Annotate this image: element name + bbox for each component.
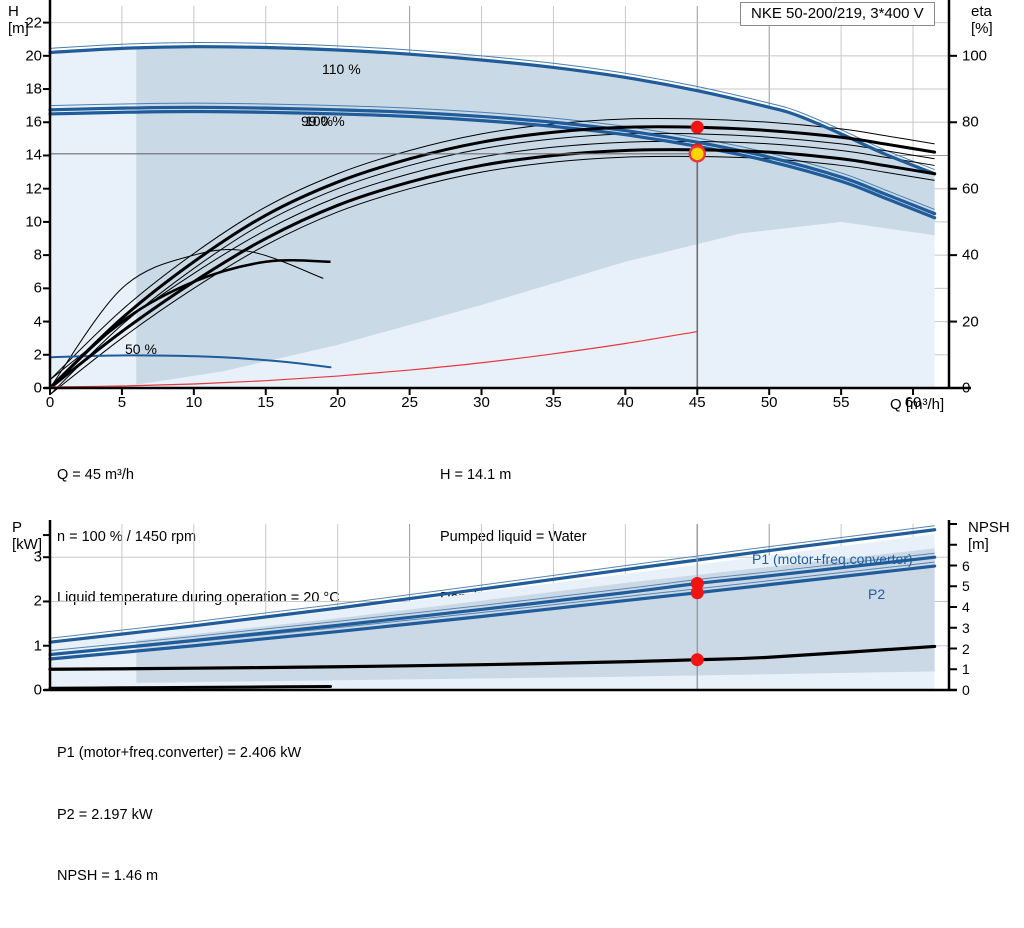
top-y-left-tick-20: 20 <box>25 47 42 65</box>
top-y-left-tick-22: 22 <box>25 14 42 32</box>
bottom-y-left-tick-1: 1 <box>33 637 42 655</box>
power-info-line-0: P1 (motor+freq.converter) = 2.406 kW <box>57 745 302 761</box>
pump-curve-page: H [m] eta [%] Q [m³/h] NKE 50-200/219, 3… <box>8 0 1010 884</box>
top-y-right-tick-100: 100 <box>962 47 988 65</box>
top-x-tick-20: 20 <box>329 394 347 411</box>
curve-label-99: 99 % <box>301 113 333 129</box>
top-y-left-tick-18: 18 <box>25 80 42 98</box>
top-y-left-tick-12: 12 <box>25 180 42 198</box>
top-x-tick-45: 45 <box>688 394 706 411</box>
duty-info-left-line-0: Q = 45 m³/h <box>57 467 134 483</box>
bottom-chart-y-right-title: NPSH [m] <box>968 519 1010 553</box>
top-x-tick-25: 25 <box>401 394 418 411</box>
bottom-y-right-tick-5: 5 <box>962 578 970 595</box>
top-x-tick-5: 5 <box>117 394 127 411</box>
bottom-y-left-tick-2: 2 <box>33 592 42 610</box>
top-chart-y-right-title: eta [%] <box>971 3 993 37</box>
top-chart-x-title: Q [m³/h] <box>890 396 945 413</box>
top-x-tick-40: 40 <box>617 394 634 411</box>
bottom-y-right-tick-3: 3 <box>962 619 970 636</box>
bottom-chart-y-left-title: P [kW] <box>12 519 42 553</box>
duty-info-right-line-1: Pumped liquid = Water <box>440 528 587 545</box>
top-y-left-tick-2: 2 <box>33 346 42 364</box>
top-x-tick-30: 30 <box>473 394 490 411</box>
bottom-y-right-tick-0: 0 <box>962 682 970 698</box>
top-y-left-tick-4: 4 <box>33 313 42 331</box>
top-x-tick-15: 15 <box>257 394 275 411</box>
top-y-left-tick-10: 10 <box>25 213 42 231</box>
top-y-right-tick-60: 60 <box>962 180 979 198</box>
top-x-tick-10: 10 <box>185 394 203 411</box>
curve-label-110: 110 % <box>322 61 361 77</box>
top-x-tick-50: 50 <box>760 394 778 411</box>
power-info-line-1: P2 = 2.197 kW <box>57 806 153 823</box>
top-y-right-tick-0: 0 <box>962 379 971 397</box>
top-y-right-tick-40: 40 <box>962 246 979 264</box>
power-info-line-2: NPSH = 1.46 m <box>57 868 159 884</box>
bottom-y-right-tick-2: 2 <box>962 640 970 657</box>
series-label-p2: P2 <box>868 586 886 602</box>
bottom-y-right-tick-4: 4 <box>962 599 970 615</box>
pump-title-box: NKE 50-200/219, 3*400 V <box>740 2 935 26</box>
bottom-y-right-tick-6: 6 <box>962 557 970 574</box>
top-y-left-tick-8: 8 <box>33 246 42 264</box>
bottom-y-left-tick-3: 3 <box>33 548 42 566</box>
curve-label-100: 100 % <box>305 113 345 129</box>
bottom-y-right-tick-1: 1 <box>962 661 970 678</box>
bottom-y-left-tick-0: 0 <box>33 681 42 699</box>
top-y-left-tick-14: 14 <box>25 146 42 164</box>
power-info: P1 (motor+freq.converter) = 2.406 kW P2 … <box>57 702 301 928</box>
top-y-left-tick-6: 6 <box>33 279 42 297</box>
top-x-tick-60: 60 <box>904 394 922 411</box>
duty-info-left-line-2: Liquid temperature during operation = 20… <box>57 590 340 606</box>
top-y-left-tick-16: 16 <box>25 113 42 131</box>
duty-info-right-line-0: H = 14.1 m <box>440 467 512 483</box>
top-y-right-tick-80: 80 <box>962 113 979 131</box>
top-y-left-tick-0: 0 <box>33 379 42 397</box>
curve-label-50: 50 % <box>125 341 157 357</box>
series-label-p1: P1 (motor+freq.converter) <box>752 551 913 567</box>
top-chart-y-left-title: H [m] <box>8 3 29 37</box>
top-x-tick-55: 55 <box>832 394 850 411</box>
duty-info-left-line-1: n = 100 % / 1450 rpm <box>57 528 197 545</box>
top-x-tick-35: 35 <box>545 394 562 411</box>
top-y-right-tick-20: 20 <box>962 313 979 331</box>
top-x-tick-0: 0 <box>45 394 55 411</box>
